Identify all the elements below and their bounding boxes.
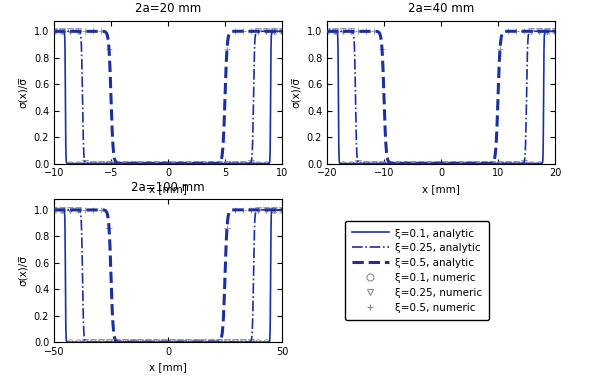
Title: 2a=100 mm: 2a=100 mm	[131, 181, 205, 194]
X-axis label: x [mm]: x [mm]	[149, 184, 187, 194]
Y-axis label: σ(x)/σ̅: σ(x)/σ̅	[18, 255, 28, 286]
Y-axis label: σ(x)/σ̅: σ(x)/σ̅	[18, 77, 28, 108]
Y-axis label: σ(x)/σ̅: σ(x)/σ̅	[291, 77, 301, 108]
Title: 2a=20 mm: 2a=20 mm	[135, 2, 201, 15]
X-axis label: x [mm]: x [mm]	[422, 184, 460, 194]
Legend: ξ=0.1, analytic, ξ=0.25, analytic, ξ=0.5, analytic, ξ=0.1, numeric, ξ=0.25, nume: ξ=0.1, analytic, ξ=0.25, analytic, ξ=0.5…	[345, 221, 489, 320]
X-axis label: x [mm]: x [mm]	[149, 362, 187, 373]
Title: 2a=40 mm: 2a=40 mm	[408, 2, 474, 15]
